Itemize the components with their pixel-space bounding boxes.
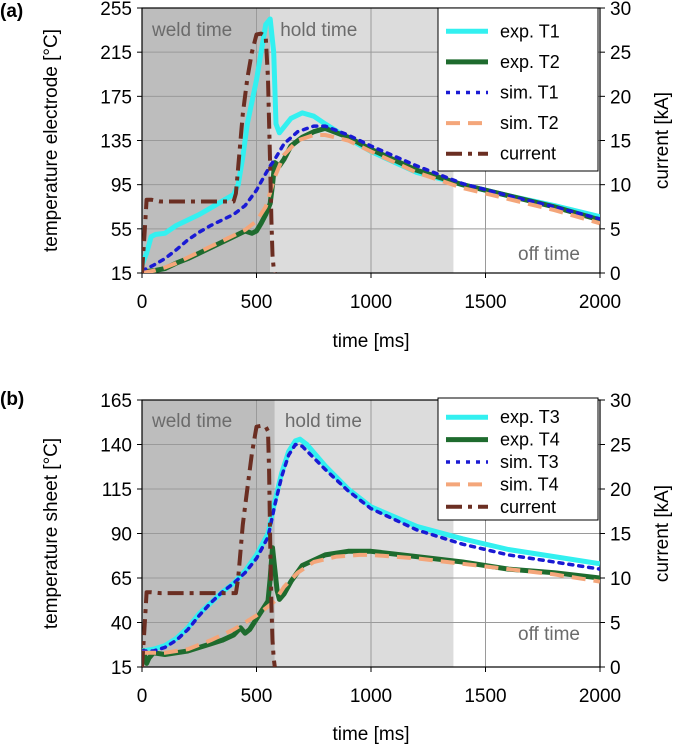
panel-label: (a) (0, 1, 23, 22)
y-right-tick-label: 5 (610, 220, 621, 241)
region-label-weld-time: weld time (151, 20, 232, 41)
legend-box (437, 7, 599, 172)
region-label-hold-time: hold time (280, 20, 357, 41)
chart-panel-b: weld time hold time off time 0 500 1000 1500 20… (0, 389, 673, 745)
x-tick-label: 0 (137, 686, 148, 707)
y-right-tick-label: 10 (610, 569, 631, 590)
legend: exp. T1 exp. T2 sim. T1 sim. T2 current (437, 7, 599, 172)
y-left-tick-label: 255 (100, 0, 132, 20)
y-right-axis-label: current [kA] (652, 485, 673, 582)
y-left-axis-label: temperature sheet [°C] (41, 438, 62, 629)
y-left-tick-label: 90 (111, 525, 132, 546)
x-tick-label: 2000 (579, 686, 621, 707)
y-left-tick-label: 165 (100, 391, 132, 412)
y-left-tick-label: 140 (100, 436, 132, 457)
legend-label: sim. T1 (500, 83, 559, 103)
series-line-exp-t3 (142, 436, 600, 654)
y-right-tick-label: 20 (610, 480, 631, 501)
legend-label: sim. T2 (500, 113, 559, 133)
y-left-tick-label: 65 (111, 569, 132, 590)
y-left-tick-label: 15 (111, 264, 132, 285)
panel-label: (b) (0, 389, 24, 410)
series-line-current (142, 31, 277, 273)
y-left-tick-label: 175 (100, 87, 132, 108)
y-right-tick-label: 30 (610, 391, 631, 412)
y-left-tick-label: 215 (100, 43, 132, 64)
legend-label: sim. T3 (500, 452, 559, 472)
legend-label: exp. T4 (500, 430, 560, 450)
x-tick-label: 1000 (350, 292, 392, 313)
region-label-weld-time: weld time (151, 411, 232, 432)
y-left-tick-label: 40 (111, 614, 132, 635)
y-left-tick-label: 135 (100, 132, 132, 153)
x-axis-label: time [ms] (332, 331, 409, 352)
series-line-sim-t4 (142, 552, 600, 655)
legend-label: sim. T4 (500, 474, 559, 494)
y-right-tick-label: 20 (610, 87, 631, 108)
legend-label: current (500, 497, 556, 517)
x-tick-label: 1500 (464, 292, 506, 313)
legend-label: exp. T2 (500, 52, 560, 72)
legend-label: current (500, 144, 556, 164)
y-right-tick-label: 25 (610, 436, 631, 457)
y-right-tick-label: 30 (610, 0, 631, 20)
y-right-tick-label: 15 (610, 525, 631, 546)
chart-panel-a: weld time hold time off time 0 500 1000 1500 20… (0, 0, 673, 352)
region-label-hold-time: hold time (285, 411, 362, 432)
y-left-tick-label: 95 (111, 176, 132, 197)
y-left-axis-label: temperature electrode [°C] (41, 29, 62, 252)
region-label-off-time: off time (518, 624, 580, 645)
y-right-tick-label: 10 (610, 176, 631, 197)
y-left-tick-label: 115 (102, 480, 132, 501)
y-right-tick-label: 0 (610, 264, 621, 285)
y-right-tick-label: 25 (610, 43, 631, 64)
y-right-tick-label: 5 (610, 614, 621, 635)
legend-label: exp. T1 (500, 21, 560, 41)
y-right-axis-label: current [kA] (652, 92, 673, 189)
x-axis-label: time [ms] (332, 724, 409, 745)
y-left-tick-label: 15 (111, 658, 132, 679)
y-right-tick-label: 15 (610, 132, 631, 153)
x-tick-label: 500 (241, 292, 273, 313)
x-tick-label: 2000 (579, 292, 621, 313)
series-line-sim-t3 (142, 442, 600, 653)
series-line-current (142, 423, 277, 667)
series-group (142, 423, 600, 667)
x-tick-label: 1000 (350, 686, 392, 707)
region-label-off-time: off time (518, 244, 580, 265)
series-group (142, 16, 600, 273)
x-tick-label: 1500 (464, 686, 506, 707)
series-line-sim-t1 (142, 124, 600, 273)
x-tick-label: 0 (137, 292, 148, 313)
x-tick-label: 500 (241, 686, 273, 707)
y-left-tick-label: 55 (111, 220, 132, 241)
legend-label: exp. T3 (500, 407, 560, 427)
y-right-tick-label: 0 (610, 658, 621, 679)
